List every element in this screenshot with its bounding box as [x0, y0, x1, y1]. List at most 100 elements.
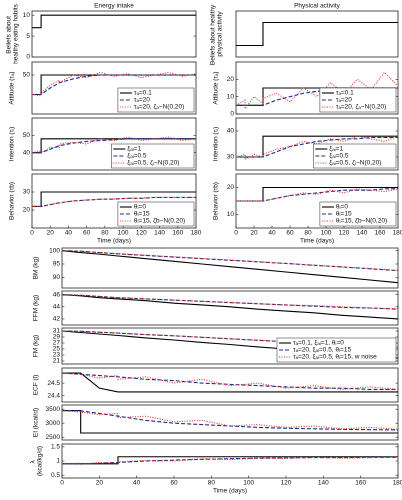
y-tick-label: 10: [227, 93, 235, 100]
series-line: [61, 250, 399, 271]
label-line: healthy eating habits: [12, 3, 19, 63]
x-tick-label: 80: [101, 230, 109, 237]
y-tick-label: 50: [23, 132, 31, 139]
plot-frame: [235, 117, 399, 171]
series-line: [61, 294, 399, 320]
y-tick-label: 100: [49, 247, 60, 254]
y-axis-label: Intention (τᵢ): [9, 127, 16, 162]
legend-label: τₐ=20, ζₐ~N(0,20): [336, 104, 386, 111]
y-tick-label: 46: [53, 291, 61, 298]
x-tick-label: 100: [243, 480, 254, 487]
legend-box: [313, 143, 397, 169]
x-tick-label: 180: [191, 230, 202, 237]
series-line: [236, 21, 398, 47]
y-tick-label: 20: [227, 76, 235, 83]
legend-box: [276, 337, 397, 363]
legend-label: τₐ=20: [134, 97, 150, 104]
plot-frame: [31, 61, 197, 115]
series-line: [62, 372, 398, 393]
x-tick-label: 40: [133, 480, 141, 487]
series-line: [32, 74, 196, 96]
y-tick-label: 27: [53, 340, 61, 347]
x-tick-label: 60: [286, 230, 294, 237]
legend-label: θᵢ=0: [336, 204, 348, 211]
plot-frame: [61, 404, 399, 441]
x-tick-label: 40: [268, 230, 276, 237]
y-axis-label: λ (kcal/kg/d): [29, 446, 43, 476]
x-tick-label: 160: [172, 230, 183, 237]
y-tick-label: 5: [26, 33, 30, 40]
y-tick-label: 3000: [46, 420, 61, 427]
x-tick-label: 180: [393, 230, 402, 237]
y-tick-label: 90: [53, 274, 61, 281]
x-tick-label: 60: [170, 480, 178, 487]
series-line: [62, 456, 398, 465]
y-tick-label: 50: [23, 72, 31, 79]
series-line: [31, 71, 197, 97]
y-axis-label: Beliefs about healthy eating habits: [5, 3, 19, 63]
y-tick-label: 24.5: [47, 380, 60, 387]
x-tick-label: 80: [304, 230, 312, 237]
legend-label: τₐ=20: [336, 97, 352, 104]
series-line: [61, 456, 399, 466]
y-tick-label: 1.5: [51, 444, 60, 451]
y-tick-label: 30: [227, 154, 235, 161]
label-line: physical activity: [216, 11, 223, 57]
legend-label: θᵢ=15: [134, 211, 150, 218]
y-tick-label: 25: [53, 346, 61, 353]
y-tick-label: 3500: [46, 406, 61, 413]
legend-box: [117, 201, 195, 227]
y-tick-label: 0: [230, 111, 234, 118]
column-title: Energy intake: [94, 3, 134, 10]
y-tick-label: 40: [23, 149, 31, 156]
series-line: [235, 71, 399, 111]
y-axis-label: FFM (kg): [33, 295, 40, 321]
legend-label: τₐ=20, ξₐᵢ=0.5, θᵢ=15: [293, 347, 351, 354]
plot-frame: [31, 173, 197, 229]
series-line: [61, 372, 398, 390]
legend-label: τₐ=0.1: [134, 90, 152, 97]
series-line: [32, 14, 196, 29]
y-axis-label: Attitude (τₐ): [213, 71, 220, 104]
label-line: Beliefs about healthy: [209, 3, 216, 65]
x-tick-label: 80: [208, 480, 216, 487]
y-tick-label: 44: [53, 304, 61, 311]
series-line: [61, 410, 399, 430]
y-axis-label: Behavior (τb): [213, 182, 220, 220]
legend-label: ξₐᵢ=0.5, ζᵢ~N(0,20): [329, 160, 381, 167]
legend-label: τₐ=20, ξₐᵢ=0.5, θᵢ=15, w noise: [293, 354, 377, 361]
y-axis-label: Behavior (τb): [9, 182, 16, 220]
plot-frame: [31, 117, 197, 171]
legend-label: τₐ=0.1: [336, 90, 354, 97]
label-line: (kcal/kg/d): [36, 446, 43, 476]
legend-label: ξₐᵢ=0.5: [329, 153, 349, 160]
x-axis-label: Time (days): [213, 488, 247, 495]
x-axis-label: Time (days): [300, 238, 334, 245]
y-tick-label: 20: [23, 207, 31, 214]
series-line: [235, 135, 399, 161]
legend-box: [111, 143, 195, 169]
y-tick-label: 30: [23, 189, 31, 196]
series-line: [61, 410, 399, 431]
x-tick-label: 40: [65, 230, 73, 237]
plot-frame: [235, 10, 399, 58]
plot-frame: [61, 443, 399, 479]
y-tick-label: 95: [53, 261, 61, 268]
x-tick-label: 140: [154, 230, 165, 237]
y-axis-label: FM (kg): [33, 335, 40, 357]
label-line: λ: [29, 458, 36, 463]
x-tick-label: 0: [60, 480, 64, 487]
series-line: [236, 188, 399, 202]
y-tick-label: 0.5: [51, 472, 60, 479]
legend-box: [319, 201, 397, 227]
x-tick-label: 120: [136, 230, 147, 237]
series-line: [236, 136, 398, 158]
x-tick-label: 140: [318, 480, 329, 487]
y-axis-label: Attitude (τₐ): [9, 71, 16, 104]
series-line: [32, 196, 196, 207]
x-tick-label: 100: [321, 230, 332, 237]
x-tick-label: 160: [375, 230, 386, 237]
series-line: [62, 410, 398, 434]
